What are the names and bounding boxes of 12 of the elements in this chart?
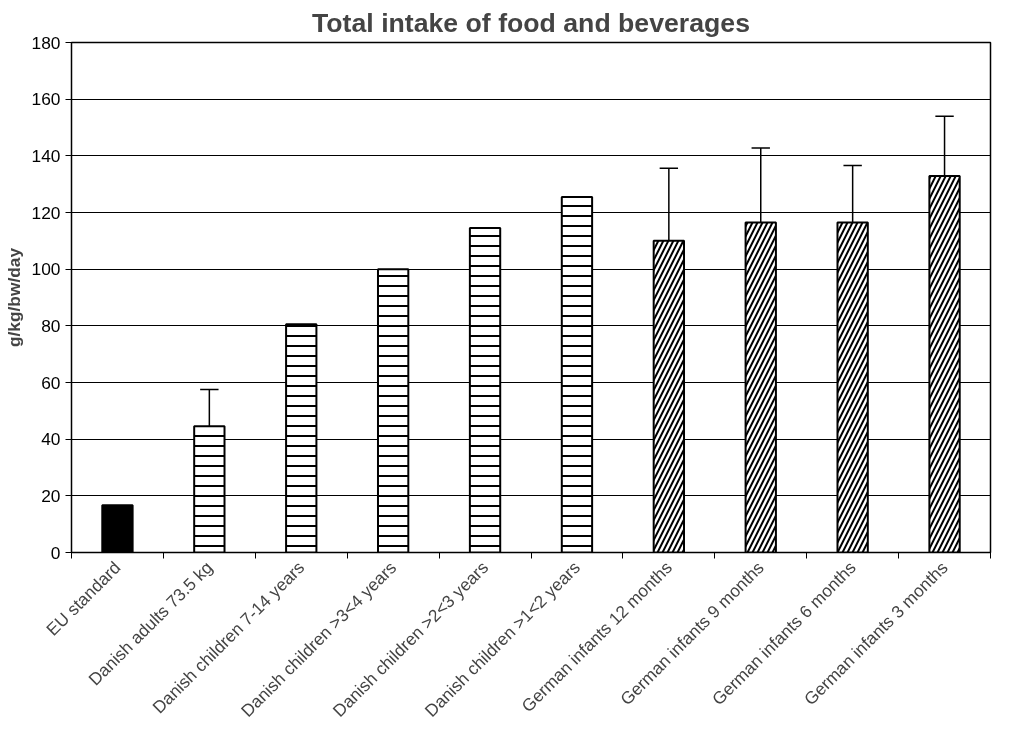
y-tick-label: 180	[31, 32, 61, 53]
y-tick-label: 20	[41, 485, 61, 506]
chart-title: Total intake of food and beverages	[312, 7, 750, 38]
y-tick-label: 140	[31, 145, 61, 166]
y-tick-label: 160	[31, 89, 61, 110]
y-tick-label: 60	[41, 372, 61, 393]
y-tick-label: 80	[41, 315, 61, 336]
y-tick-label: 100	[31, 259, 61, 280]
y-tick-label: 40	[41, 429, 61, 450]
y-tick-label: 120	[31, 202, 61, 223]
y-axis-title: g/kg/bw/day	[3, 247, 24, 348]
y-tick-label: 0	[50, 542, 61, 563]
